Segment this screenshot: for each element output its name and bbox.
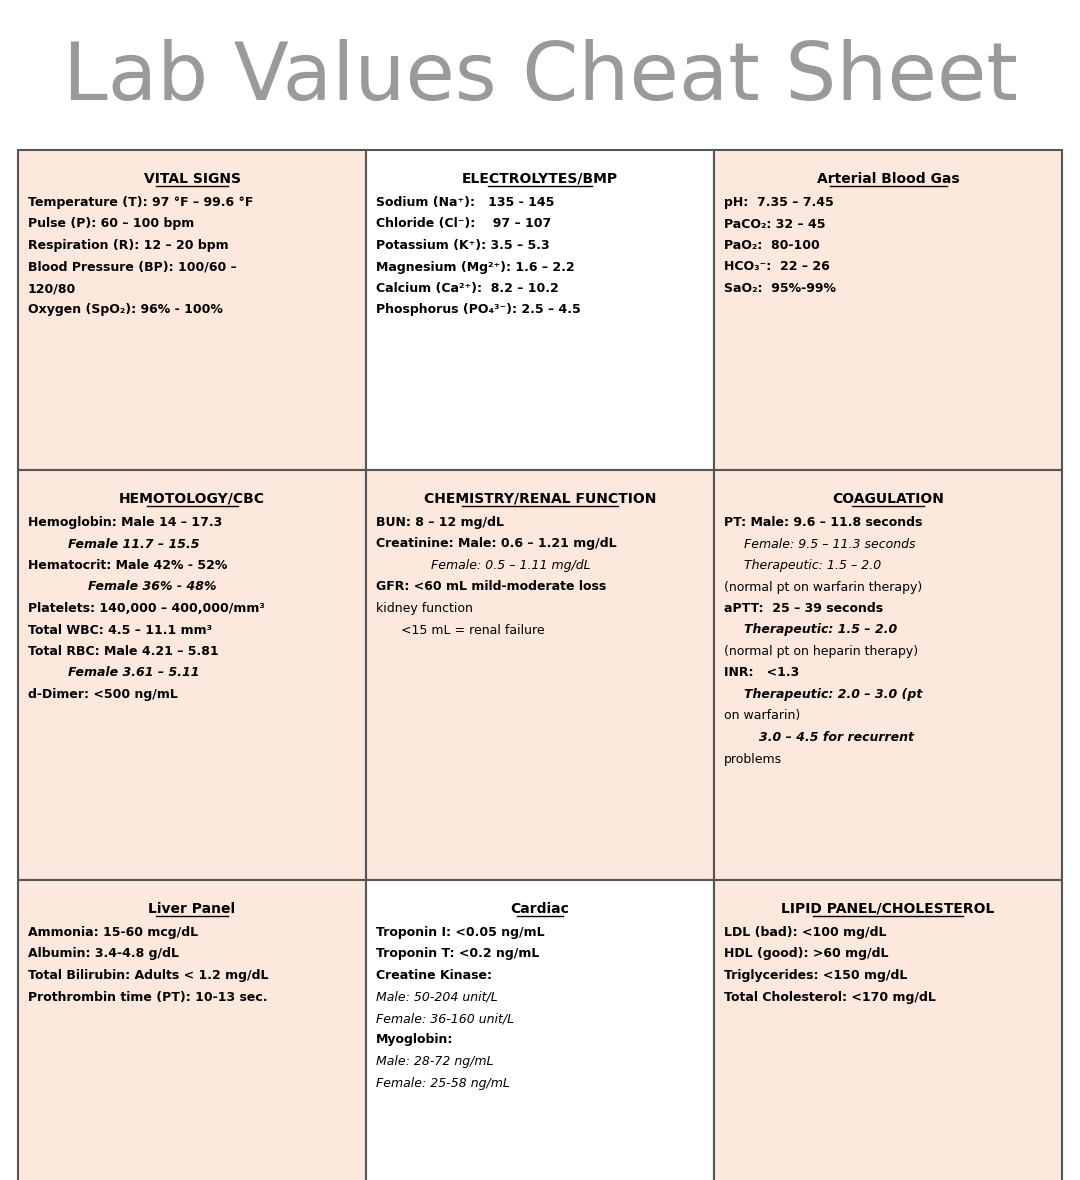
Bar xyxy=(714,880,1062,1180)
Text: Troponin I: <0.05 ng/mL: Troponin I: <0.05 ng/mL xyxy=(376,926,544,939)
Text: Creatinine: Male: 0.6 – 1.21 mg/dL: Creatinine: Male: 0.6 – 1.21 mg/dL xyxy=(376,538,617,551)
Text: LDL (bad): <100 mg/dL: LDL (bad): <100 mg/dL xyxy=(724,926,887,939)
Text: Oxygen (SpO₂): 96% - 100%: Oxygen (SpO₂): 96% - 100% xyxy=(28,303,222,316)
Text: d-Dimer: <500 ng/mL: d-Dimer: <500 ng/mL xyxy=(28,688,178,701)
Text: Hematocrit: Male 42% - 52%: Hematocrit: Male 42% - 52% xyxy=(28,559,228,572)
Text: Pulse (P): 60 – 100 bpm: Pulse (P): 60 – 100 bpm xyxy=(28,217,194,230)
Bar xyxy=(714,150,1062,470)
Text: COAGULATION: COAGULATION xyxy=(832,492,944,506)
Text: Platelets: 140,000 – 400,000/mm³: Platelets: 140,000 – 400,000/mm³ xyxy=(28,602,265,615)
Bar xyxy=(18,150,366,470)
Bar xyxy=(714,470,1062,880)
Text: SaO₂:  95%-99%: SaO₂: 95%-99% xyxy=(724,282,836,295)
Text: (normal pt on heparin therapy): (normal pt on heparin therapy) xyxy=(724,645,918,658)
Text: Potassium (K⁺): 3.5 – 5.3: Potassium (K⁺): 3.5 – 5.3 xyxy=(376,240,550,253)
Text: ELECTROLYTES/BMP: ELECTROLYTES/BMP xyxy=(462,172,618,186)
Text: Therapeutic: 1.5 – 2.0: Therapeutic: 1.5 – 2.0 xyxy=(744,559,881,572)
Text: Respiration (R): 12 – 20 bpm: Respiration (R): 12 – 20 bpm xyxy=(28,240,229,253)
Text: Magnesium (Mg²⁺): 1.6 – 2.2: Magnesium (Mg²⁺): 1.6 – 2.2 xyxy=(376,261,575,274)
Text: Female: 25-58 ng/mL: Female: 25-58 ng/mL xyxy=(376,1076,510,1089)
Text: Creatine Kinase:: Creatine Kinase: xyxy=(376,969,492,982)
Text: Liver Panel: Liver Panel xyxy=(148,902,235,916)
Text: aPTT:  25 – 39 seconds: aPTT: 25 – 39 seconds xyxy=(724,602,883,615)
Text: Blood Pressure (BP): 100/60 –: Blood Pressure (BP): 100/60 – xyxy=(28,261,237,274)
Text: Troponin T: <0.2 ng/mL: Troponin T: <0.2 ng/mL xyxy=(376,948,539,961)
Bar xyxy=(366,150,714,470)
Text: Female 36% - 48%: Female 36% - 48% xyxy=(87,581,216,594)
Text: Male: 50-204 unit/L: Male: 50-204 unit/L xyxy=(376,990,498,1003)
Text: Myoglobin:: Myoglobin: xyxy=(376,1034,454,1047)
Text: Female 3.61 – 5.11: Female 3.61 – 5.11 xyxy=(68,667,200,680)
Text: Male: 28-72 ng/mL: Male: 28-72 ng/mL xyxy=(376,1055,494,1068)
Text: Ammonia: 15-60 mcg/dL: Ammonia: 15-60 mcg/dL xyxy=(28,926,198,939)
Text: PT: Male: 9.6 – 11.8 seconds: PT: Male: 9.6 – 11.8 seconds xyxy=(724,516,922,529)
Text: Cardiac: Cardiac xyxy=(511,902,569,916)
Text: PaO₂:  80-100: PaO₂: 80-100 xyxy=(724,240,820,253)
Text: Therapeutic: 1.5 – 2.0: Therapeutic: 1.5 – 2.0 xyxy=(744,623,897,636)
Text: Prothrombin time (PT): 10-13 sec.: Prothrombin time (PT): 10-13 sec. xyxy=(28,990,268,1003)
Text: HDL (good): >60 mg/dL: HDL (good): >60 mg/dL xyxy=(724,948,889,961)
Text: 3.0 – 4.5 for recurrent: 3.0 – 4.5 for recurrent xyxy=(759,730,914,745)
Text: kidney function: kidney function xyxy=(376,602,473,615)
Text: Hemoglobin: Male 14 – 17.3: Hemoglobin: Male 14 – 17.3 xyxy=(28,516,222,529)
Text: Female: 36-160 unit/L: Female: 36-160 unit/L xyxy=(376,1012,514,1025)
Text: <15 mL = renal failure: <15 mL = renal failure xyxy=(401,623,544,636)
Text: pH:  7.35 – 7.45: pH: 7.35 – 7.45 xyxy=(724,196,834,209)
Text: Calcium (Ca²⁺):  8.2 – 10.2: Calcium (Ca²⁺): 8.2 – 10.2 xyxy=(376,282,558,295)
Text: HCO₃⁻:  22 – 26: HCO₃⁻: 22 – 26 xyxy=(724,261,829,274)
Text: HEMOTOLOGY/CBC: HEMOTOLOGY/CBC xyxy=(119,492,265,506)
Text: Albumin: 3.4-4.8 g/dL: Albumin: 3.4-4.8 g/dL xyxy=(28,948,179,961)
Text: VITAL SIGNS: VITAL SIGNS xyxy=(144,172,241,186)
Bar xyxy=(366,880,714,1180)
Text: Total RBC: Male 4.21 – 5.81: Total RBC: Male 4.21 – 5.81 xyxy=(28,645,218,658)
Text: Chloride (Cl⁻):    97 – 107: Chloride (Cl⁻): 97 – 107 xyxy=(376,217,551,230)
Text: on warfarin): on warfarin) xyxy=(724,709,800,722)
Text: 120/80: 120/80 xyxy=(28,282,77,295)
Text: GFR: <60 mL mild-moderate loss: GFR: <60 mL mild-moderate loss xyxy=(376,581,606,594)
Bar xyxy=(366,470,714,880)
Text: Lab Values Cheat Sheet: Lab Values Cheat Sheet xyxy=(63,39,1017,117)
Text: Arterial Blood Gas: Arterial Blood Gas xyxy=(816,172,959,186)
Text: Female: 9.5 – 11.3 seconds: Female: 9.5 – 11.3 seconds xyxy=(744,538,916,551)
Text: BUN: 8 – 12 mg/dL: BUN: 8 – 12 mg/dL xyxy=(376,516,504,529)
Text: Temperature (T): 97 °F – 99.6 °F: Temperature (T): 97 °F – 99.6 °F xyxy=(28,196,254,209)
Text: Total Cholesterol: <170 mg/dL: Total Cholesterol: <170 mg/dL xyxy=(724,990,936,1003)
Bar xyxy=(18,880,366,1180)
Bar xyxy=(18,470,366,880)
Text: PaCO₂: 32 – 45: PaCO₂: 32 – 45 xyxy=(724,217,825,230)
Text: Triglycerides: <150 mg/dL: Triglycerides: <150 mg/dL xyxy=(724,969,907,982)
Text: Phosphorus (PO₄³⁻): 2.5 – 4.5: Phosphorus (PO₄³⁻): 2.5 – 4.5 xyxy=(376,303,581,316)
Text: LIPID PANEL/CHOLESTEROL: LIPID PANEL/CHOLESTEROL xyxy=(781,902,995,916)
Text: Total Bilirubin: Adults < 1.2 mg/dL: Total Bilirubin: Adults < 1.2 mg/dL xyxy=(28,969,269,982)
Text: Female: 0.5 – 1.11 mg/dL: Female: 0.5 – 1.11 mg/dL xyxy=(431,559,591,572)
Text: Therapeutic: 2.0 – 3.0 (pt: Therapeutic: 2.0 – 3.0 (pt xyxy=(744,688,922,701)
Text: Sodium (Na⁺):   135 - 145: Sodium (Na⁺): 135 - 145 xyxy=(376,196,554,209)
Text: Total WBC: 4.5 – 11.1 mm³: Total WBC: 4.5 – 11.1 mm³ xyxy=(28,623,212,636)
Text: (normal pt on warfarin therapy): (normal pt on warfarin therapy) xyxy=(724,581,922,594)
Text: Female 11.7 – 15.5: Female 11.7 – 15.5 xyxy=(68,538,200,551)
Text: INR:   <1.3: INR: <1.3 xyxy=(724,667,799,680)
Text: CHEMISTRY/RENAL FUNCTION: CHEMISTRY/RENAL FUNCTION xyxy=(423,492,657,506)
Text: problems: problems xyxy=(724,753,782,766)
